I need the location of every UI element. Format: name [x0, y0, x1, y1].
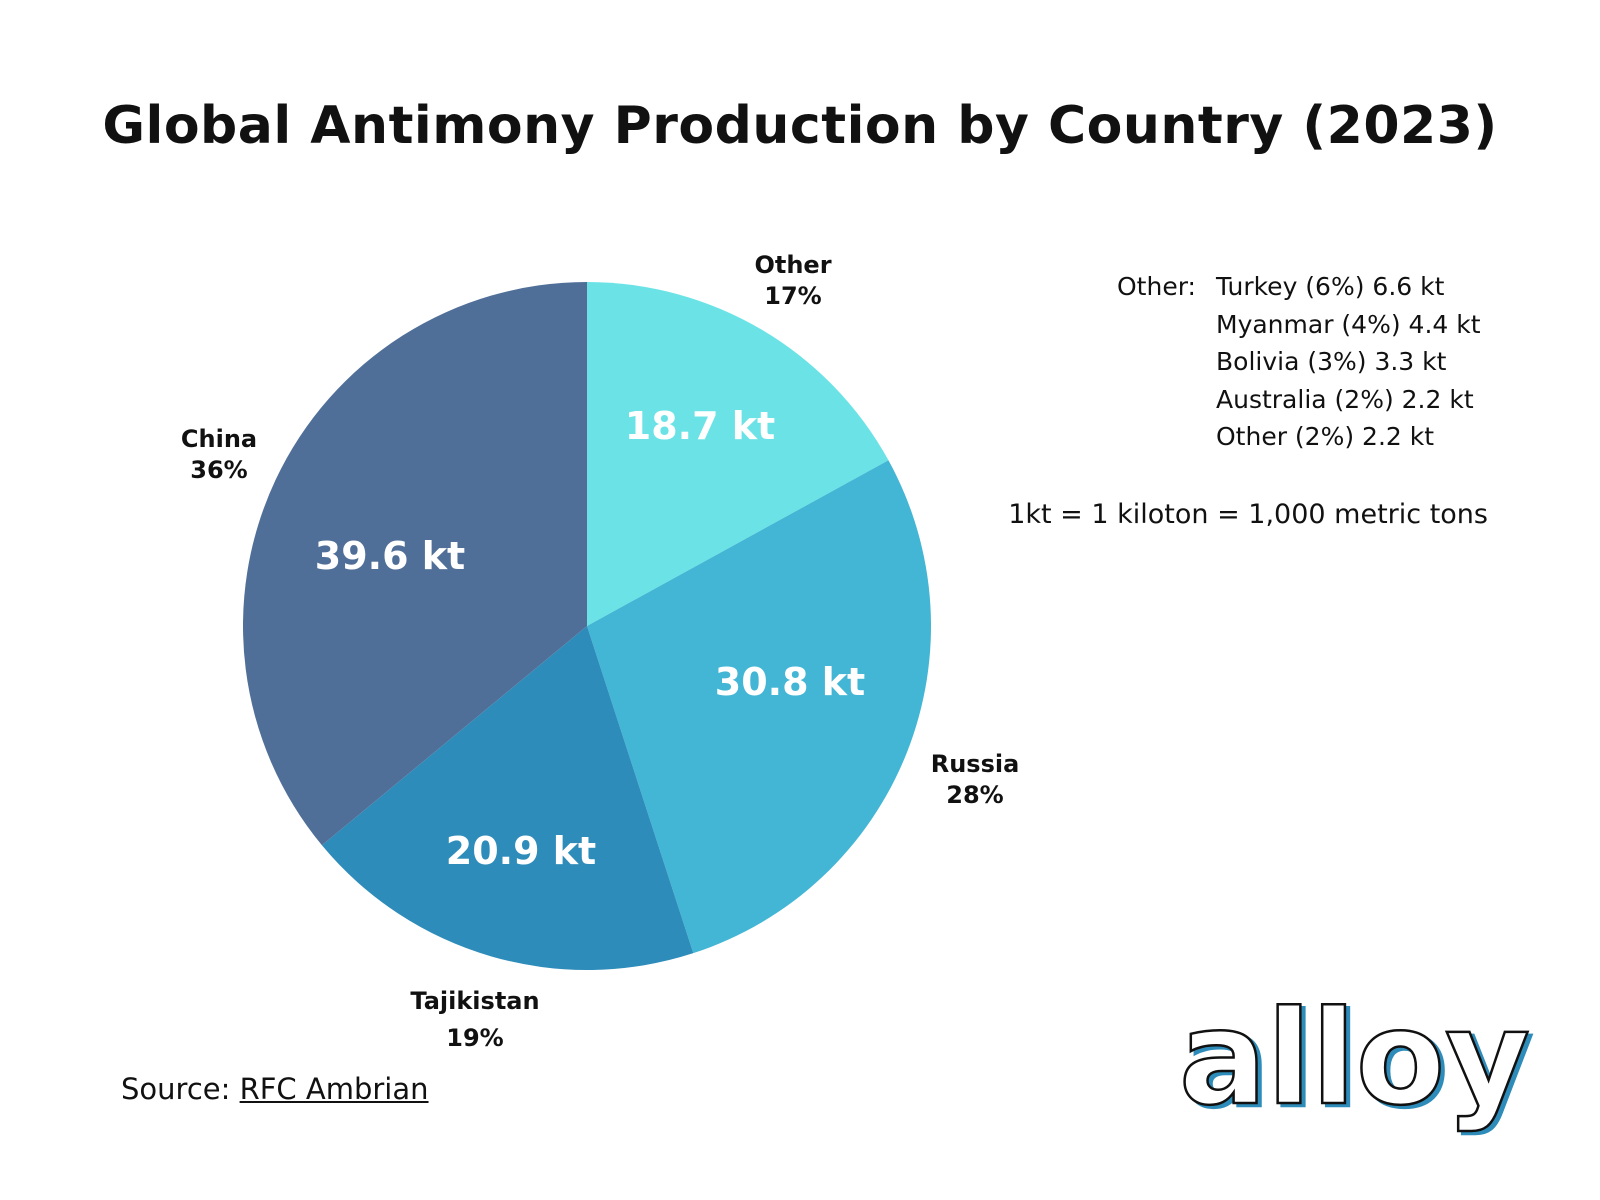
breakdown-item: Australia (2%) 2.2 kt: [1216, 384, 1474, 414]
value-label-russia: 30.8 kt: [714, 660, 866, 704]
other-breakdown-label: Other:: [1117, 272, 1196, 301]
value-label-china: 39.6 kt: [314, 534, 466, 578]
slice-percent: 17%: [764, 282, 822, 310]
breakdown-item: Turkey (6%) 6.6 kt: [1216, 272, 1445, 301]
source-link[interactable]: RFC Ambrian: [239, 1072, 429, 1106]
breakdown-item: Myanmar (4%) 4.4 kt: [1216, 309, 1481, 339]
pie-slice-tajikistan: [321, 626, 694, 971]
chart-title: Global Antimony Production by Country (2…: [102, 96, 1498, 156]
slice-label-tajikistan: Tajikistan 19%: [410, 983, 539, 1057]
breakdown-item: Bolivia (3%) 3.3 kt: [1216, 347, 1447, 376]
source-prefix: Source:: [121, 1072, 231, 1106]
unit-note: 1kt = 1 kiloton = 1,000 metric tons: [1008, 499, 1488, 530]
slice-name: Tajikistan: [410, 987, 540, 1015]
slice-percent: 28%: [946, 781, 1004, 809]
value-label-other: 18.7 kt: [624, 404, 776, 448]
slice-label-other: Other 17%: [754, 250, 831, 312]
breakdown-item: Other (2%) 2.2 kt: [1216, 422, 1435, 451]
slice-name: China: [180, 425, 258, 453]
pie-slice-russia: [587, 460, 932, 954]
slice-name: Other: [754, 251, 832, 279]
source-citation: Source: RFC Ambrian: [121, 1072, 429, 1106]
pie-slice-china: [243, 282, 587, 846]
value-label-tajikistan: 20.9 kt: [445, 829, 597, 873]
other-breakdown-list: Turkey (6%) 6.6 kt Myanmar (4%) 4.4 kt B…: [1216, 268, 1481, 456]
slice-percent: 19%: [446, 1024, 504, 1052]
slice-name: Russia: [930, 750, 1020, 778]
slice-percent: 36%: [190, 456, 248, 484]
slice-label-russia: Russia 28%: [931, 749, 1020, 811]
pie-slice-other: [587, 282, 889, 626]
slice-label-china: China 36%: [181, 424, 257, 486]
